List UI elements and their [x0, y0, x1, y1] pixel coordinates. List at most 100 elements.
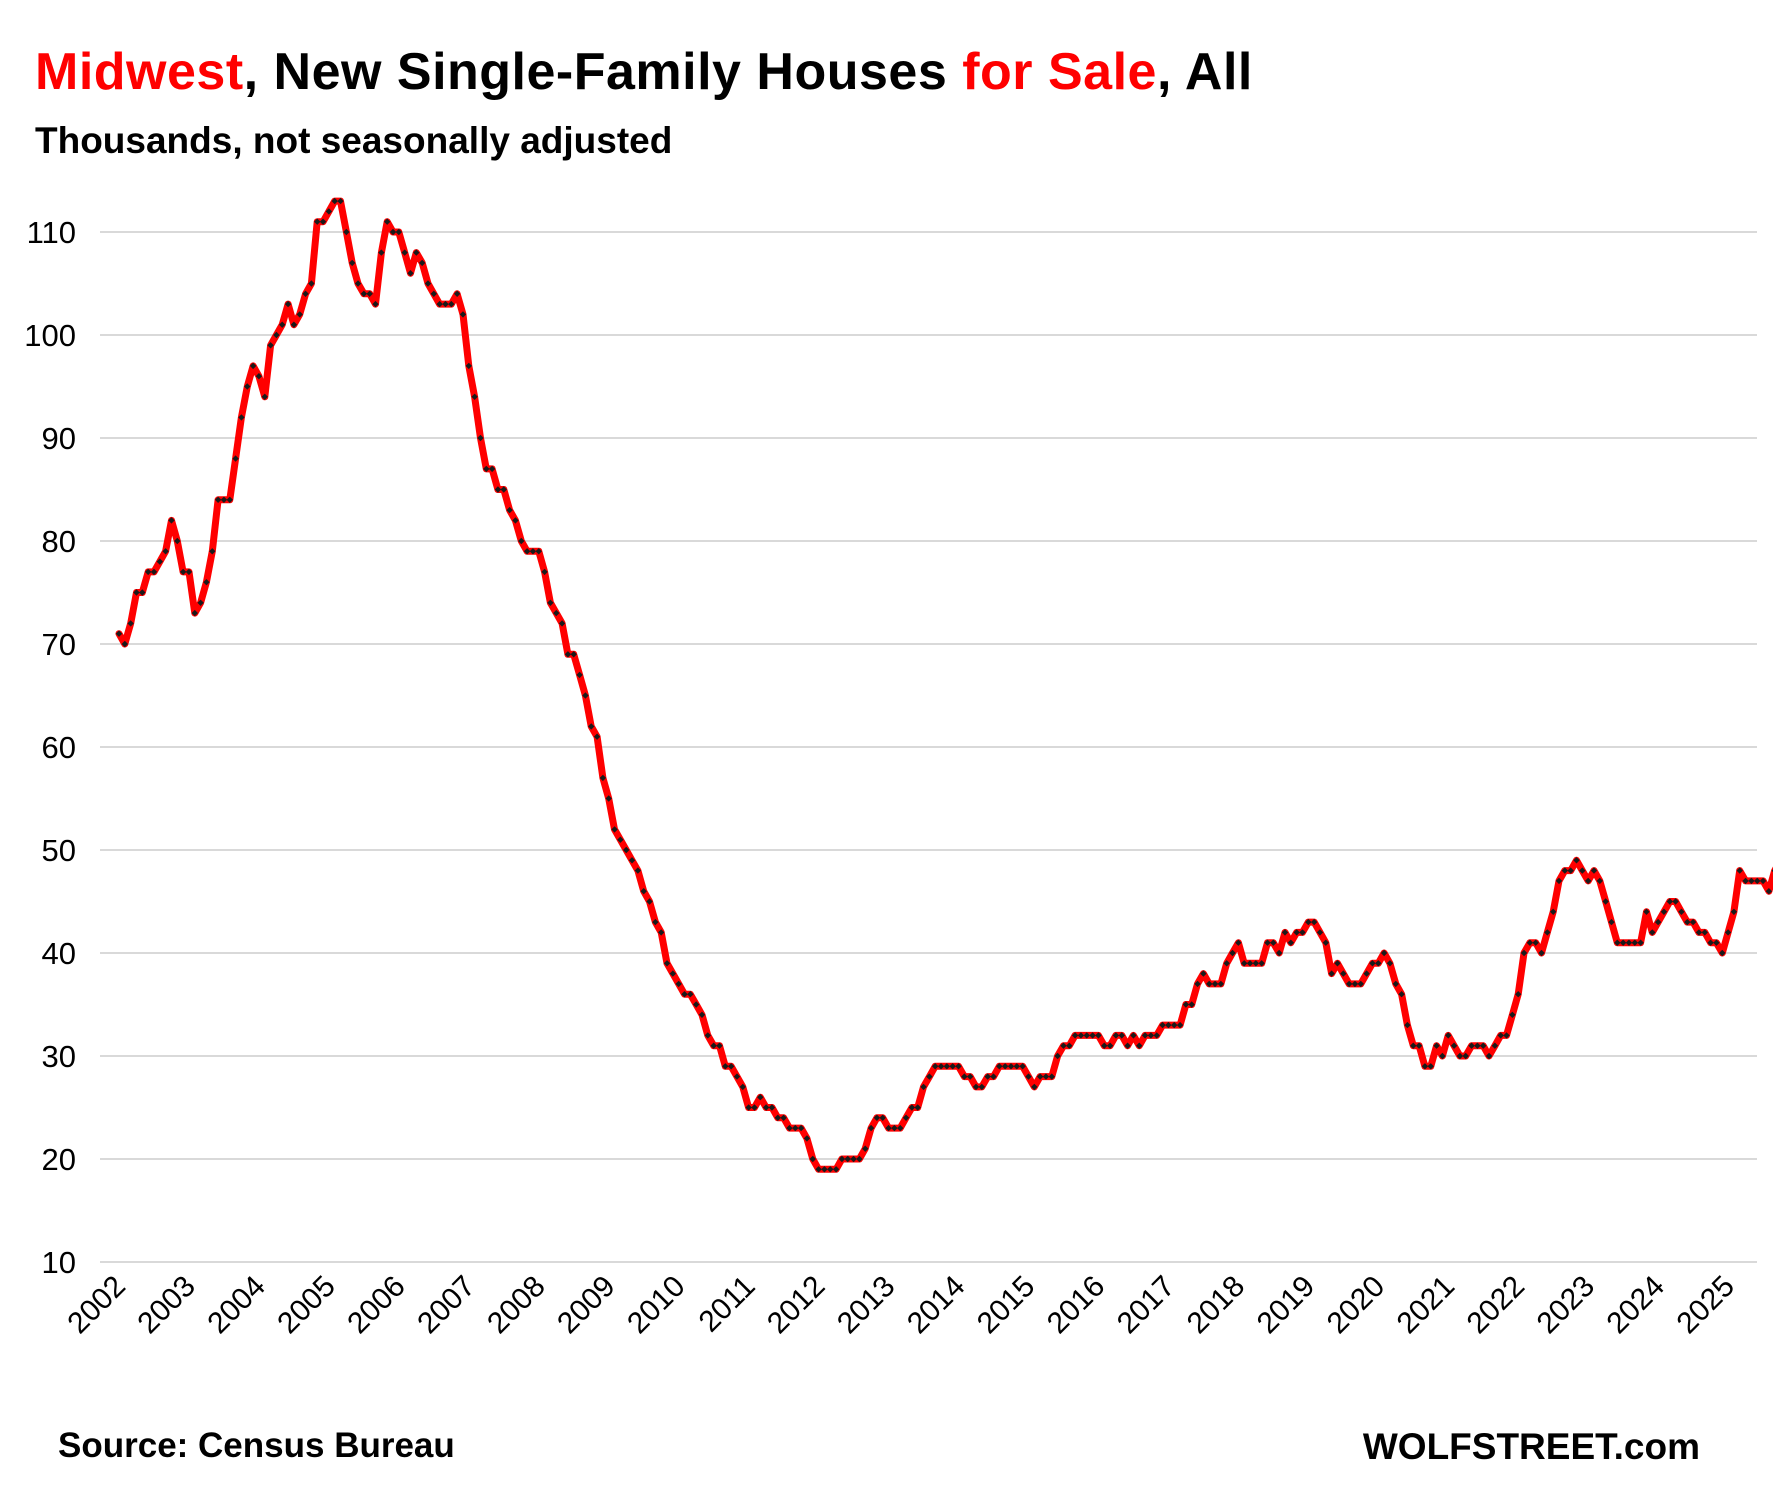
- data-point: [1275, 949, 1283, 957]
- data-point: [1684, 918, 1691, 926]
- data-point: [483, 465, 490, 473]
- data-point: [1322, 939, 1330, 946]
- data-point: [255, 373, 263, 380]
- data-point: [1351, 980, 1359, 988]
- data-point: [1724, 929, 1732, 936]
- data-point: [366, 290, 373, 297]
- data-point: [1730, 908, 1738, 915]
- data-point: [115, 630, 123, 637]
- data-point: [1194, 980, 1201, 988]
- data-point: [984, 1073, 991, 1080]
- data-point: [343, 228, 350, 236]
- data-point: [284, 300, 292, 308]
- y-tick-label: 70: [42, 627, 76, 662]
- x-tick-label: 2009: [551, 1270, 622, 1341]
- data-point: [792, 1124, 799, 1132]
- data-point: [1410, 1042, 1417, 1049]
- data-point: [273, 331, 280, 339]
- data-point: [582, 692, 589, 699]
- data-point: [1759, 877, 1767, 885]
- data-point: [1229, 949, 1236, 957]
- x-tick-label: 2022: [1461, 1270, 1532, 1341]
- x-tick-label: 2005: [271, 1270, 342, 1341]
- gridlines: [100, 231, 1757, 1263]
- data-point: [1643, 908, 1650, 915]
- data-point: [1305, 918, 1312, 926]
- y-tick-label: 110: [27, 215, 76, 250]
- data-point: [1095, 1032, 1102, 1039]
- data-point: [354, 280, 362, 287]
- data-point: [891, 1124, 898, 1132]
- data-point: [1066, 1042, 1073, 1049]
- x-axis: 2002 2003 2004 2005 2006 2007 2008 2009 2010 2011…: [61, 1270, 1741, 1341]
- data-point: [1077, 1032, 1085, 1039]
- x-tick-label: 2011: [693, 1270, 762, 1339]
- data-point: [529, 548, 537, 555]
- data-point: [1765, 888, 1773, 895]
- data-point: [657, 929, 665, 936]
- data-point: [972, 1083, 980, 1091]
- data-point: [424, 280, 432, 287]
- data-point: [401, 249, 408, 256]
- data-point: [1153, 1032, 1160, 1039]
- data-point: [174, 537, 181, 545]
- data-point: [1433, 1042, 1440, 1049]
- data-point: [1270, 939, 1277, 946]
- y-tick-label: 20: [42, 1142, 76, 1177]
- title-region: Midwest: [35, 43, 244, 101]
- data-point: [506, 506, 513, 514]
- data-point: [535, 548, 542, 555]
- data-point: [751, 1104, 758, 1111]
- data-point: [599, 774, 607, 782]
- data-point: [1567, 867, 1574, 874]
- data-point: [1182, 1001, 1190, 1008]
- data-point: [949, 1063, 956, 1070]
- data-point: [185, 568, 193, 576]
- data-point: [1590, 867, 1598, 874]
- data-point: [634, 867, 642, 874]
- y-tick-label: 10: [42, 1245, 76, 1280]
- data-point: [1200, 970, 1207, 977]
- x-tick-label: 2007: [411, 1270, 482, 1341]
- data-point: [558, 620, 566, 627]
- data-point: [1147, 1032, 1155, 1039]
- data-point: [1007, 1063, 1015, 1070]
- data-point: [1748, 877, 1755, 885]
- data-point: [1538, 949, 1545, 957]
- data-point: [628, 857, 636, 864]
- data-point: [413, 249, 420, 256]
- data-point: [1421, 1063, 1429, 1070]
- data-point: [372, 300, 379, 308]
- data-point: [523, 548, 531, 555]
- data-point: [675, 980, 682, 988]
- data-point: [1386, 960, 1394, 967]
- y-tick-label: 60: [42, 730, 76, 765]
- data-point: [1171, 1021, 1178, 1029]
- data-point: [1252, 960, 1260, 967]
- x-tick-label: 2021: [1391, 1270, 1462, 1341]
- data-point: [133, 589, 140, 596]
- chart-subtitle: Thousands, not seasonally adjusted: [35, 120, 673, 161]
- data-point: [325, 208, 333, 215]
- data-point: [576, 671, 583, 679]
- x-tick-label: 2024: [1601, 1270, 1672, 1341]
- data-point: [1485, 1052, 1493, 1060]
- data-point: [1450, 1042, 1458, 1049]
- data-point: [1246, 960, 1254, 967]
- data-point: [774, 1114, 781, 1121]
- data-point: [1054, 1052, 1061, 1060]
- data-point: [1637, 939, 1644, 946]
- title-for-sale: for Sale: [962, 43, 1157, 101]
- data-point: [1258, 960, 1265, 967]
- y-tick-label: 100: [24, 318, 76, 353]
- data-point: [1596, 877, 1604, 885]
- data-point: [716, 1042, 723, 1049]
- data-point: [780, 1114, 787, 1121]
- data-point: [1468, 1042, 1475, 1049]
- data-point: [319, 218, 327, 225]
- data-point: [389, 228, 397, 236]
- data-point: [244, 383, 251, 390]
- data-point: [978, 1083, 986, 1091]
- data-point: [1363, 970, 1370, 977]
- y-axis: 10 20 30 40 50 60 70 80 90 100 110: [24, 215, 76, 1280]
